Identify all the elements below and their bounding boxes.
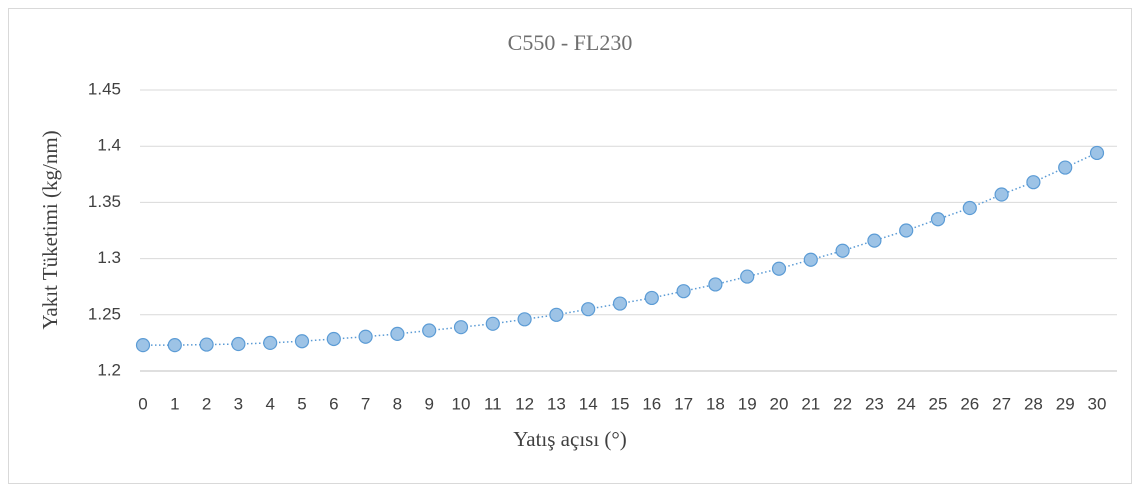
data-point: [453, 320, 469, 335]
y-tick-label: 1.3: [97, 248, 121, 267]
x-tick-label: 8: [393, 394, 402, 413]
data-point: [326, 331, 341, 347]
x-tick-label: 11: [484, 394, 502, 413]
x-tick-label: 2: [202, 394, 211, 413]
x-tick-label: 18: [706, 394, 725, 413]
data-point: [803, 252, 818, 267]
data-point: [962, 200, 977, 216]
x-tick-label: 21: [801, 394, 820, 413]
x-tick-label: 27: [992, 394, 1011, 413]
x-axis-label: Yatış açısı (°): [513, 427, 627, 451]
x-tick-label: 13: [547, 394, 566, 413]
data-point: [1026, 175, 1041, 190]
data-point: [358, 329, 373, 344]
x-tick-label: 22: [833, 394, 852, 413]
data-point: [390, 326, 405, 342]
data-point: [994, 187, 1009, 202]
data-point: [263, 335, 278, 350]
y-tick-label: 1.4: [97, 136, 121, 155]
data-point: [135, 338, 151, 353]
x-tick-label: 5: [297, 394, 306, 413]
x-tick-label: 24: [897, 394, 916, 413]
data-point: [581, 302, 596, 317]
x-tick-label: 12: [515, 394, 534, 413]
data-point: [231, 336, 246, 352]
x-tick-label: 29: [1056, 394, 1075, 413]
chart-border: [8, 8, 1132, 484]
data-point: [835, 243, 850, 258]
x-tick-label: 1: [170, 394, 179, 413]
data-point: [485, 316, 500, 331]
x-tick-label: 4: [265, 394, 274, 413]
data-point: [930, 212, 946, 227]
x-tick-label: 19: [738, 394, 757, 413]
chart-title: C550 - FL230: [508, 30, 633, 55]
data-point: [644, 290, 659, 306]
x-tick-label: 9: [424, 394, 433, 413]
x-tick-label: 30: [1088, 394, 1107, 413]
x-tick-label: 7: [361, 394, 370, 413]
y-tick-label: 1.25: [88, 304, 121, 323]
data-point: [422, 323, 437, 338]
x-tick-label: 14: [579, 394, 598, 413]
x-tick-label: 3: [234, 394, 243, 413]
data-point: [294, 334, 310, 349]
x-tick-label: 6: [329, 394, 338, 413]
data-point: [549, 307, 564, 322]
data-point: [167, 338, 182, 353]
y-tick-label: 1.45: [88, 79, 121, 98]
x-tick-label: 17: [674, 394, 693, 413]
data-point: [899, 223, 914, 238]
data-point: [708, 277, 723, 292]
x-tick-label: 15: [611, 394, 630, 413]
x-tick-label: 28: [1024, 394, 1043, 413]
data-point: [517, 312, 532, 327]
y-tick-label: 1.2: [97, 360, 121, 379]
x-tick-label: 26: [960, 394, 979, 413]
x-tick-label: 0: [138, 394, 147, 413]
data-point: [1058, 160, 1073, 175]
data-point: [676, 284, 691, 299]
data-point: [740, 269, 755, 284]
x-tick-label: 16: [642, 394, 661, 413]
x-tick-label: 20: [770, 394, 789, 413]
x-tick-label: 10: [452, 394, 471, 413]
x-tick-label: 23: [865, 394, 884, 413]
data-point: [199, 337, 214, 352]
y-axis-label: Yakıt Tüketimi (kg/nm): [38, 130, 62, 329]
data-point: [612, 296, 628, 311]
data-point: [771, 261, 787, 276]
data-point: [1089, 145, 1105, 161]
data-point: [867, 233, 882, 248]
x-tick-label: 25: [929, 394, 948, 413]
y-tick-label: 1.35: [88, 192, 121, 211]
